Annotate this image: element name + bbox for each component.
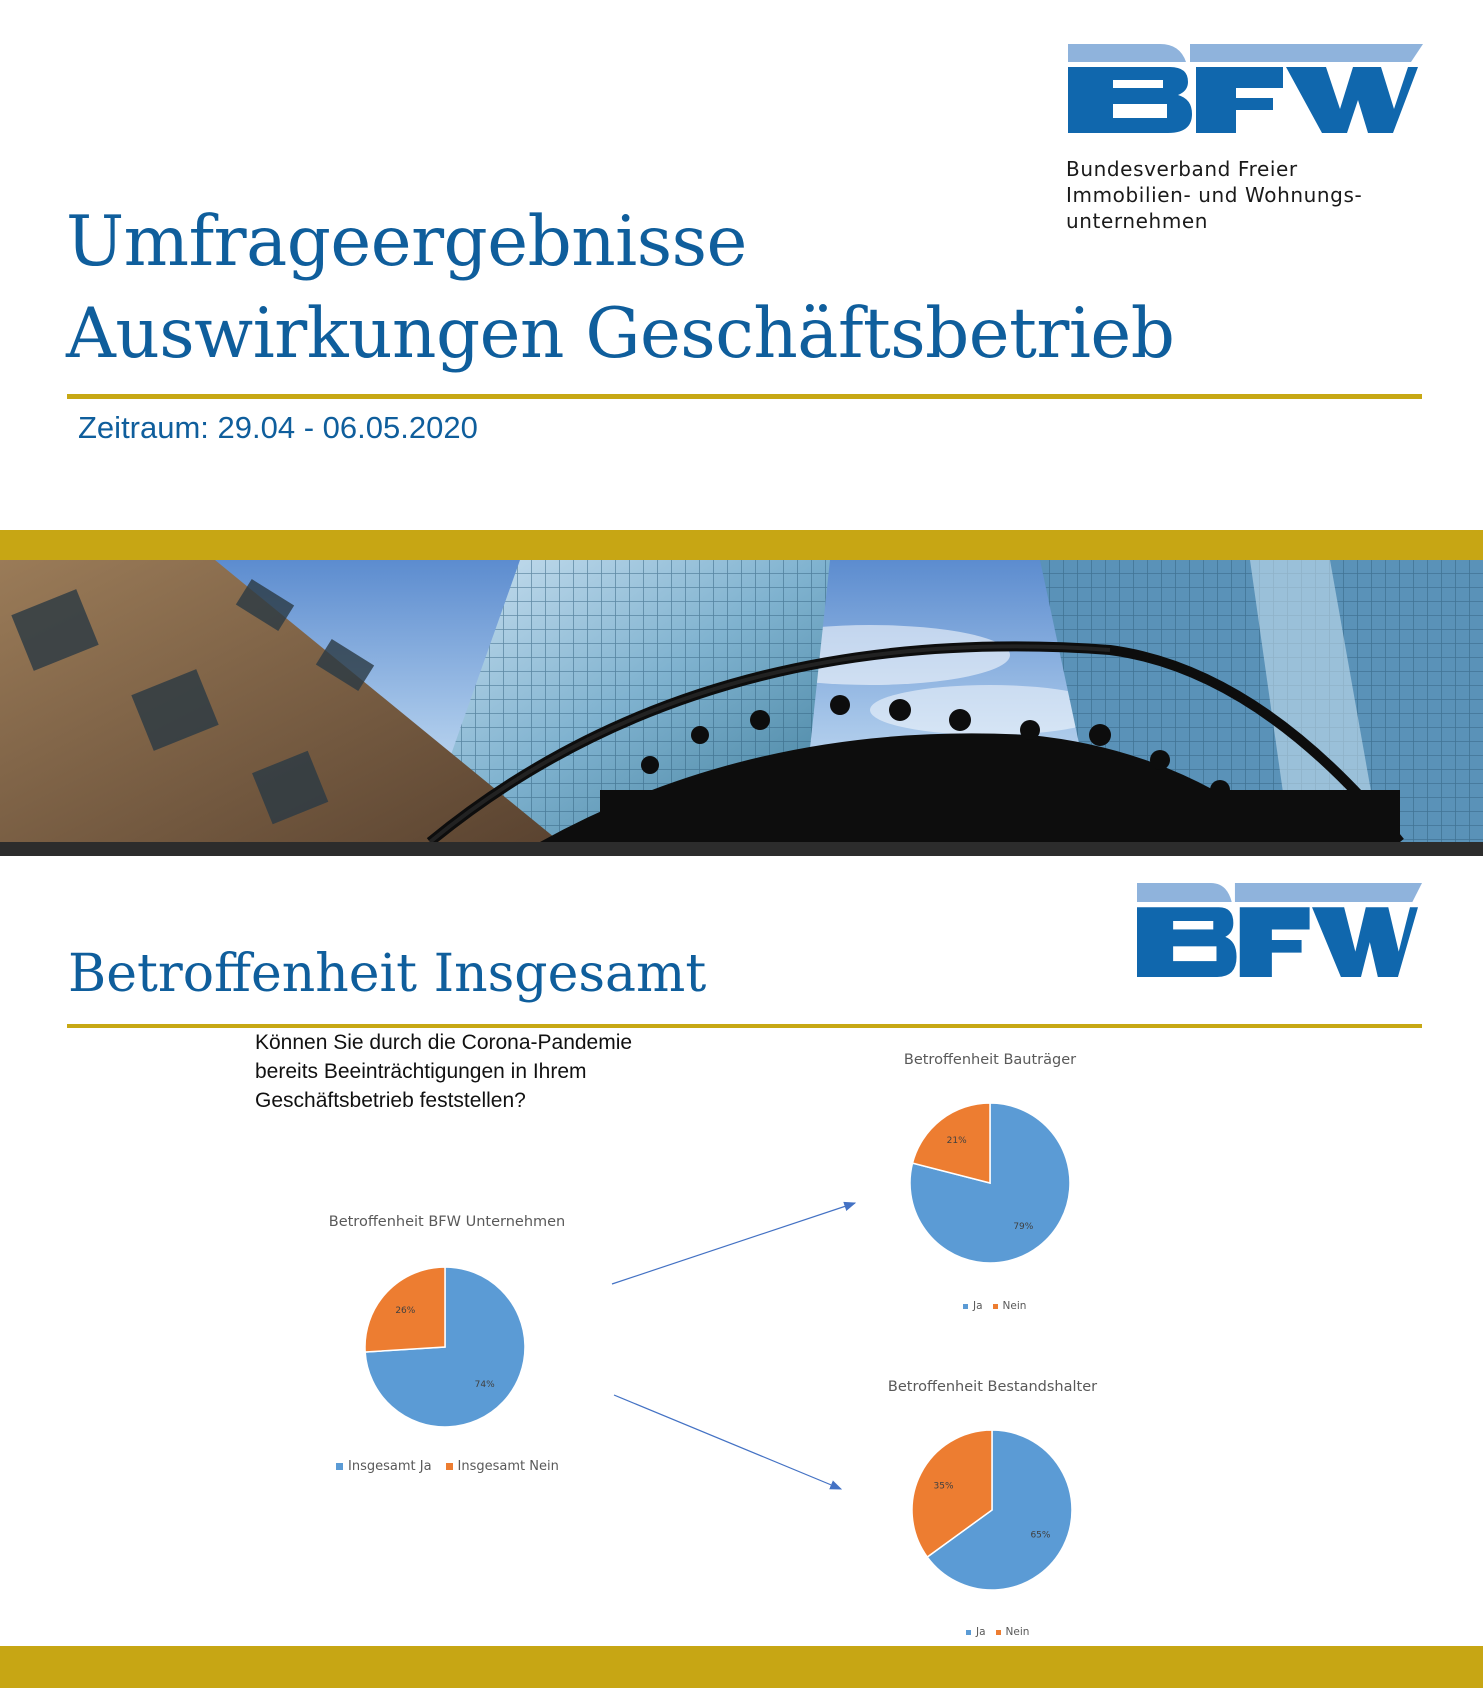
pie-slice-ja (926, 1429, 1073, 1591)
legend-swatch (966, 1629, 971, 1635)
legend-item: Ja (963, 1300, 983, 1312)
legend-swatch (992, 1303, 998, 1309)
bfw-logo-small (1137, 883, 1422, 977)
bfw-logo-graphic (1068, 44, 1423, 133)
legend-bautraeger: Ja Nein (963, 1300, 1026, 1312)
section-title: Betroffenheit Insgesamt (68, 944, 707, 1004)
org-name-line-2: Immobilien- und Wohnungs- (1066, 183, 1363, 207)
dark-divider-bar (0, 842, 1483, 856)
bfw-logo (1068, 44, 1423, 133)
arrow-to-bestandshalter (613, 1394, 843, 1490)
bfw-logo-small-graphic (1137, 883, 1422, 977)
arrow-to-bautraeger (611, 1201, 857, 1285)
pie-slice-nein (911, 1102, 991, 1184)
legend-swatch (336, 1463, 343, 1470)
chart-title-unternehmen: Betroffenheit BFW Unternehmen (328, 1214, 566, 1230)
pie-chart-unternehmen: 74% 26% (364, 1266, 526, 1428)
org-name-line-3: unternehmen (1066, 209, 1209, 233)
pie-chart-bestandshalter: 65% 35% (911, 1429, 1073, 1591)
legend-item: Nein (992, 1300, 1027, 1312)
chart-title-bautraeger: Betroffenheit Bauträger (903, 1052, 1077, 1068)
pie-data-label: 26% (395, 1306, 415, 1316)
legend-label: Nein (1002, 1300, 1027, 1312)
survey-question-line-3: Geschäftsbetrieb feststellen? (255, 1089, 526, 1112)
legend-label: Ja (976, 1626, 986, 1638)
pie-slice-nein (911, 1429, 993, 1559)
legend-item: Insgesamt Nein (445, 1459, 559, 1474)
pie-data-label: 74% (475, 1380, 495, 1390)
section-divider (67, 1024, 1422, 1028)
cover-title: Umfrageergebnisse Auswirkungen Geschäfts… (66, 196, 1175, 380)
legend-label: Ja (973, 1300, 983, 1312)
cover-title-line-1: Umfrageergebnisse (66, 202, 747, 282)
legend-label: Nein (1005, 1626, 1030, 1638)
org-name-line-1: Bundesverband Freier (1066, 157, 1298, 181)
cover-divider (67, 394, 1422, 399)
pie-chart-bautraeger: 79% 21% (909, 1102, 1071, 1264)
pie-data-label: 79% (1013, 1222, 1033, 1232)
legend-bestandshalter: Ja Nein (966, 1626, 1029, 1638)
survey-question-line-2: bereits Beeinträchtigungen in Ihrem (255, 1060, 587, 1083)
legend-item: Insgesamt Ja (336, 1459, 432, 1474)
gold-band-bottom (0, 1646, 1483, 1688)
legend-item: Ja (966, 1626, 986, 1638)
org-name: Bundesverband Freier Immobilien- und Woh… (1066, 156, 1466, 234)
pie-data-label: 65% (1030, 1531, 1050, 1541)
legend-item: Nein (995, 1626, 1030, 1638)
pie-slice-insgesamt-nein (364, 1266, 446, 1353)
legend-label: Insgesamt Nein (457, 1459, 559, 1474)
legend-swatch (963, 1303, 968, 1309)
pie-data-label: 21% (947, 1136, 967, 1146)
survey-question: Können Sie durch die Corona-Pandemie ber… (255, 1028, 675, 1115)
gold-band-top (0, 530, 1483, 560)
legend-label: Insgesamt Ja (348, 1459, 432, 1474)
building-photo-illustration (0, 560, 1483, 842)
period-text: Zeitraum: 29.04 - 06.05.2020 (78, 410, 478, 445)
survey-question-line-1: Können Sie durch die Corona-Pandemie (255, 1031, 633, 1054)
legend-swatch (995, 1629, 1001, 1635)
header-photo (0, 560, 1483, 842)
pie-data-label: 35% (934, 1481, 954, 1491)
legend-swatch (445, 1463, 453, 1470)
cover-title-line-2: Auswirkungen Geschäftsbetrieb (66, 294, 1175, 374)
legend-unternehmen: Insgesamt Ja Insgesamt Nein (336, 1459, 559, 1474)
chart-title-bestandshalter: Betroffenheit Bestandshalter (887, 1379, 1098, 1395)
